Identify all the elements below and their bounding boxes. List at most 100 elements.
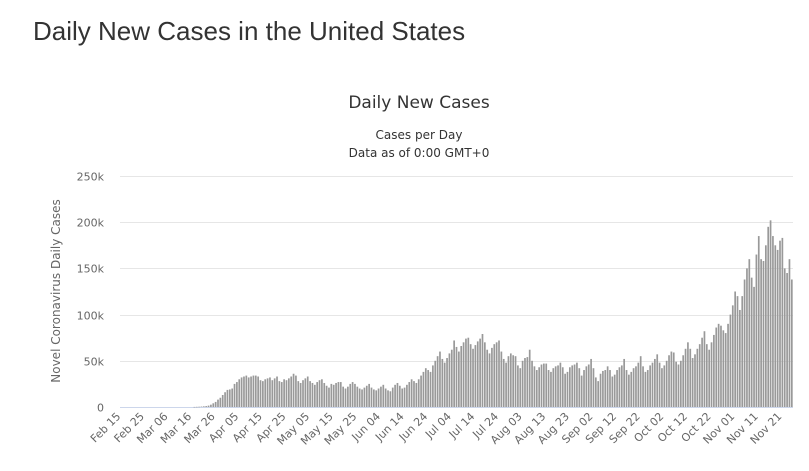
data-bar <box>342 386 344 407</box>
data-bar <box>533 366 536 407</box>
data-bar <box>299 382 302 407</box>
data-bar <box>339 382 342 407</box>
data-bar <box>710 342 713 407</box>
data-bar <box>580 375 583 407</box>
page-title: Daily New Cases in the United States <box>33 16 466 46</box>
data-bar <box>694 354 696 407</box>
data-bar <box>512 355 515 407</box>
data-bar <box>417 379 420 407</box>
data-bar <box>273 378 276 407</box>
data-bar <box>493 344 496 407</box>
data-bar <box>370 387 373 407</box>
y-tick-label: 250k <box>77 171 105 184</box>
data-bar <box>221 394 224 407</box>
data-bar <box>455 346 458 407</box>
data-bar <box>639 356 642 407</box>
data-bar <box>651 362 654 407</box>
data-bar <box>304 378 307 407</box>
data-bar <box>776 249 779 407</box>
data-bar <box>212 403 215 407</box>
data-bar <box>724 333 727 407</box>
data-bar <box>389 391 392 407</box>
data-bar <box>358 388 361 407</box>
data-bar <box>561 367 564 407</box>
data-bar <box>748 259 751 407</box>
data-bar <box>283 379 285 407</box>
data-bar <box>344 388 347 407</box>
data-bar <box>238 379 241 407</box>
data-bar <box>750 277 753 407</box>
data-bar <box>613 374 616 407</box>
data-bar <box>469 344 472 407</box>
chart-subtitle-1: Cases per Day <box>376 128 463 142</box>
data-bar <box>323 382 326 407</box>
data-bar <box>757 236 760 407</box>
x-tick-label: Jul 14 <box>446 410 478 442</box>
data-bar <box>413 381 415 407</box>
data-bar <box>786 273 788 407</box>
data-bar <box>467 337 470 407</box>
data-bar <box>217 399 219 407</box>
data-bar <box>722 330 725 407</box>
data-bar <box>637 362 640 407</box>
data-bar <box>679 360 682 407</box>
data-bar <box>271 380 274 407</box>
data-bar <box>349 383 352 407</box>
data-bar <box>351 382 354 407</box>
data-bar <box>764 245 767 407</box>
data-bar <box>576 362 578 407</box>
data-bar <box>557 365 559 407</box>
data-bar <box>746 268 748 407</box>
data-bar <box>337 382 340 407</box>
data-bar <box>424 368 427 407</box>
data-bar <box>278 381 281 407</box>
data-bar <box>363 387 366 407</box>
data-bar <box>696 348 699 407</box>
data-bar <box>587 364 590 407</box>
data-bar <box>616 370 618 407</box>
y-tick-label: 200k <box>77 217 105 230</box>
data-bar <box>202 406 205 407</box>
data-bar <box>488 353 491 407</box>
data-bar <box>198 406 200 408</box>
data-bar <box>538 367 540 407</box>
data-bar <box>790 279 793 407</box>
data-bar <box>611 376 614 407</box>
data-bar <box>354 383 356 407</box>
data-bar <box>427 370 430 407</box>
data-bar <box>691 358 694 407</box>
data-bar <box>554 366 557 407</box>
y-tick-label: 0 <box>97 402 104 415</box>
data-bar <box>602 370 604 407</box>
data-bar <box>434 360 437 407</box>
data-bar <box>368 383 370 407</box>
data-bar <box>328 387 330 407</box>
data-bar <box>701 337 703 407</box>
data-bar <box>708 349 711 407</box>
data-bar <box>243 376 245 407</box>
data-bar <box>382 384 385 407</box>
data-bar <box>410 379 413 407</box>
data-bar <box>592 368 595 407</box>
data-bar <box>465 338 467 407</box>
data-bar <box>573 364 576 407</box>
data-bar <box>302 380 304 407</box>
data-bar <box>460 346 463 407</box>
data-bar <box>644 371 647 407</box>
data-bar <box>406 384 408 407</box>
data-bar <box>552 368 555 407</box>
data-bar <box>214 401 217 407</box>
data-bar <box>252 375 255 407</box>
data-bar <box>448 353 451 407</box>
data-bar <box>632 368 635 407</box>
data-bar <box>753 286 755 407</box>
data-bar <box>620 365 623 407</box>
data-bar <box>476 341 479 407</box>
data-bar <box>517 365 519 407</box>
data-bar <box>635 366 637 407</box>
data-bar <box>717 323 720 407</box>
data-bar <box>682 355 685 407</box>
data-bar <box>443 362 446 407</box>
data-bar <box>743 279 746 407</box>
